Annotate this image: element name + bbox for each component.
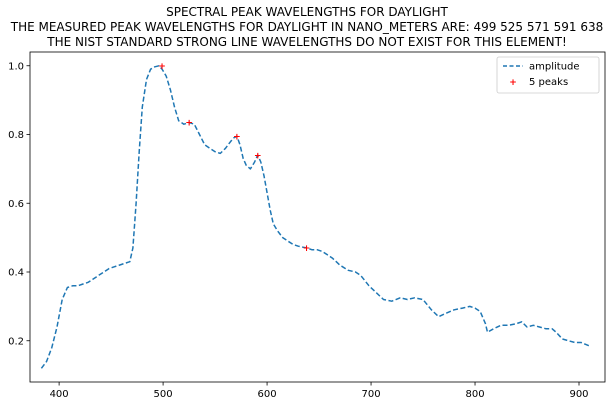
title-line-3: THE NIST STANDARD STRONG LINE WAVELENGTH…: [47, 35, 567, 49]
peak-marker: +: [233, 132, 241, 142]
title-line-1: SPECTRAL PEAK WAVELENGTHS FOR DAYLIGHT: [166, 5, 448, 19]
y-tick-label: 0.8: [8, 130, 24, 141]
legend-peaks-marker: +: [509, 78, 517, 88]
legend-amplitude-label: amplitude: [529, 62, 580, 73]
x-tick-label: 600: [258, 389, 277, 400]
plot-area: [30, 52, 605, 382]
legend: amplitude + 5 peaks: [496, 56, 600, 94]
x-tick-label: 400: [50, 389, 69, 400]
y-tick-label: 1.0: [8, 61, 24, 72]
y-tick-label: 0.2: [8, 336, 24, 347]
peak-marker: +: [158, 62, 166, 72]
plot-frame: [29, 51, 606, 383]
y-tick-label: 0.6: [8, 199, 24, 210]
amplitude-line: [40, 65, 590, 369]
x-tick-label: 500: [154, 389, 173, 400]
chart-title: SPECTRAL PEAK WAVELENGTHS FOR DAYLIGHT T…: [0, 5, 614, 50]
legend-peaks-label: 5 peaks: [529, 77, 568, 88]
axis-ticks: 400 500 600 700 800 900 0.2 0.4 0.6 0.8 1.0: [8, 61, 588, 400]
x-tick-label: 700: [362, 389, 381, 400]
title-line-2: THE MEASURED PEAK WAVELENGTHS FOR DAYLIG…: [10, 20, 604, 34]
series-layer: + + + + +: [40, 62, 590, 369]
x-tick-label: 900: [569, 389, 588, 400]
peak-marker: +: [254, 151, 262, 161]
peak-marker: +: [185, 119, 193, 129]
peak-marker: +: [303, 244, 311, 254]
x-tick-label: 800: [465, 389, 484, 400]
y-tick-label: 0.4: [8, 268, 24, 279]
